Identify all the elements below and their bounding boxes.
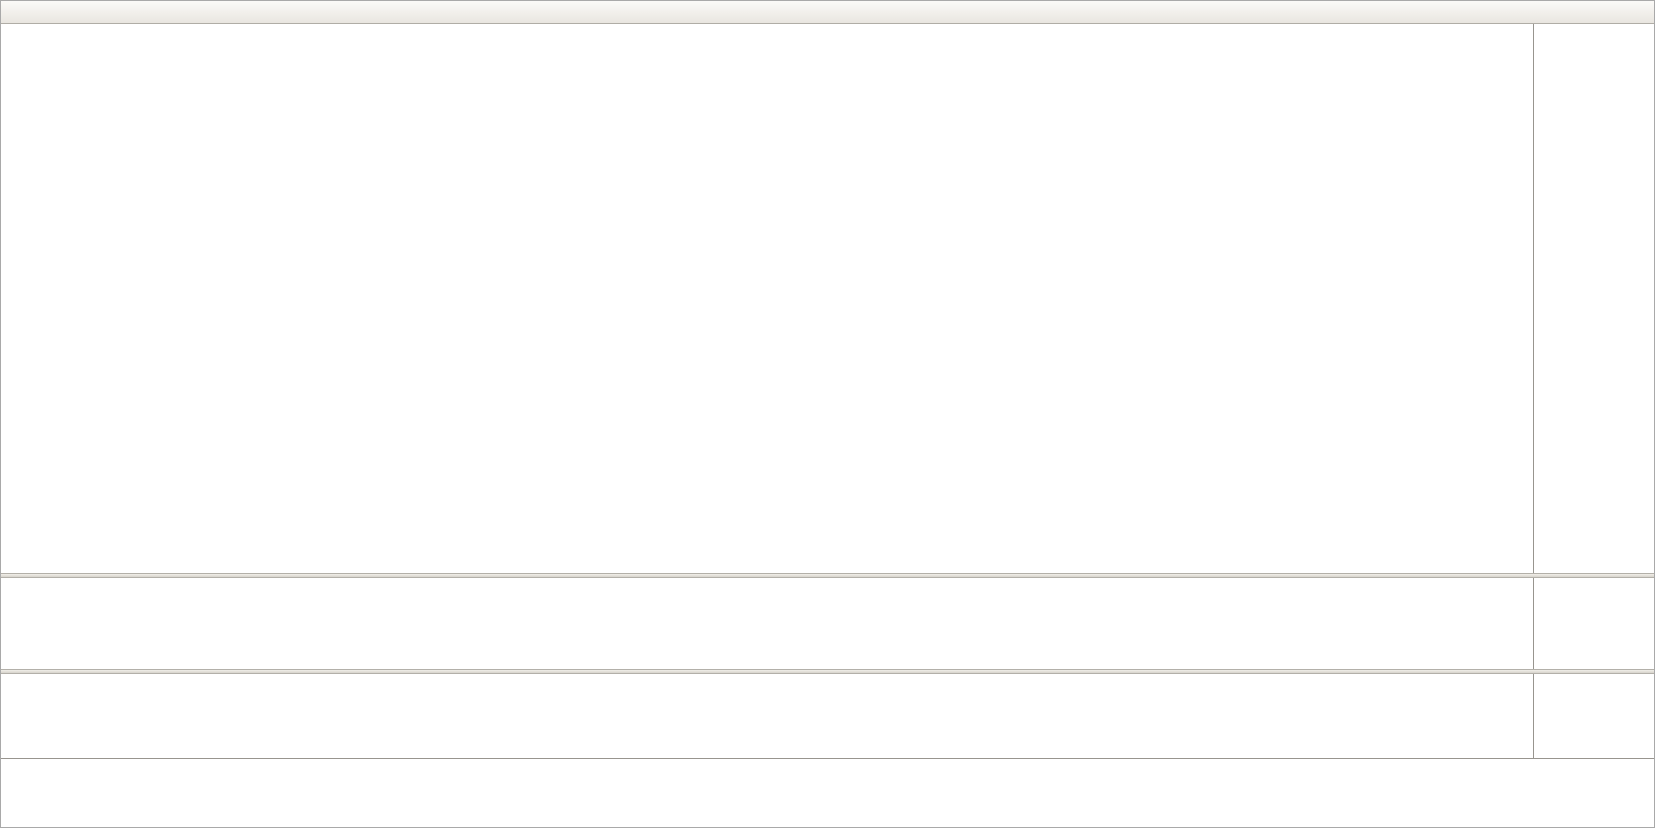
rsi-scale[interactable] (1533, 674, 1654, 758)
panel-splitter[interactable] (1, 669, 1654, 674)
main-chart-panel (1, 24, 1654, 573)
toolbar (1, 1, 1654, 24)
main-chart-plot[interactable] (1, 24, 1533, 573)
rsi-plot[interactable] (1, 674, 1533, 758)
panel-splitter[interactable] (1, 573, 1654, 578)
macd-plot[interactable] (1, 578, 1533, 669)
time-axis[interactable] (1, 758, 1654, 784)
macd-scale[interactable] (1533, 578, 1654, 669)
macd-panel (1, 578, 1654, 669)
rsi-panel (1, 674, 1654, 758)
main-price-scale[interactable] (1533, 24, 1654, 573)
